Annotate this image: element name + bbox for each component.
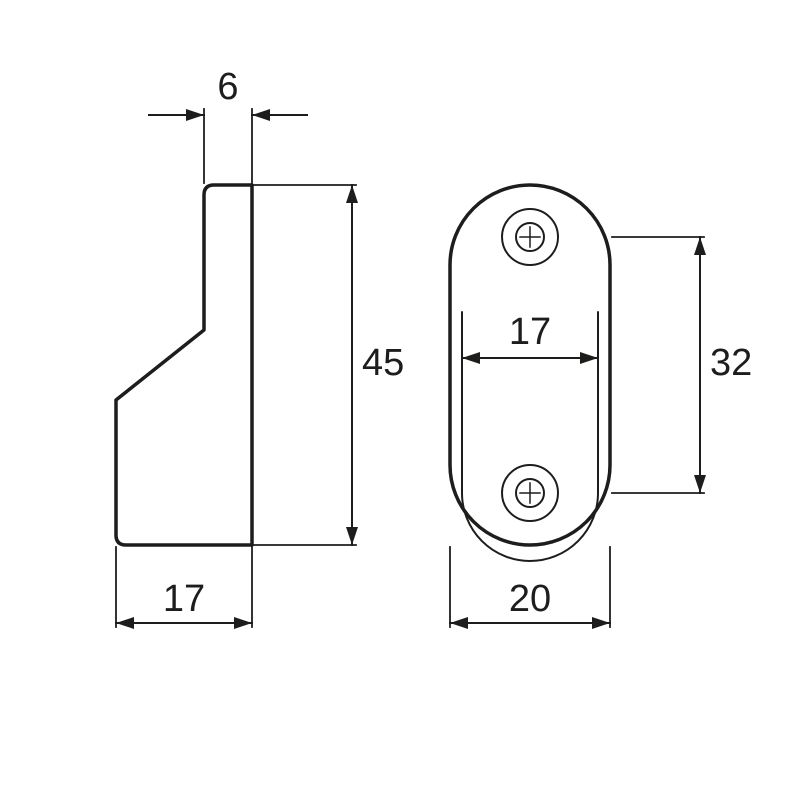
svg-text:45: 45 [362,342,404,384]
svg-text:20: 20 [509,578,551,620]
svg-text:6: 6 [217,66,238,108]
svg-text:17: 17 [163,578,205,620]
svg-text:32: 32 [710,342,752,384]
svg-text:17: 17 [509,311,551,353]
technical-drawing: 6 45 17 17 32 20 [0,0,800,800]
